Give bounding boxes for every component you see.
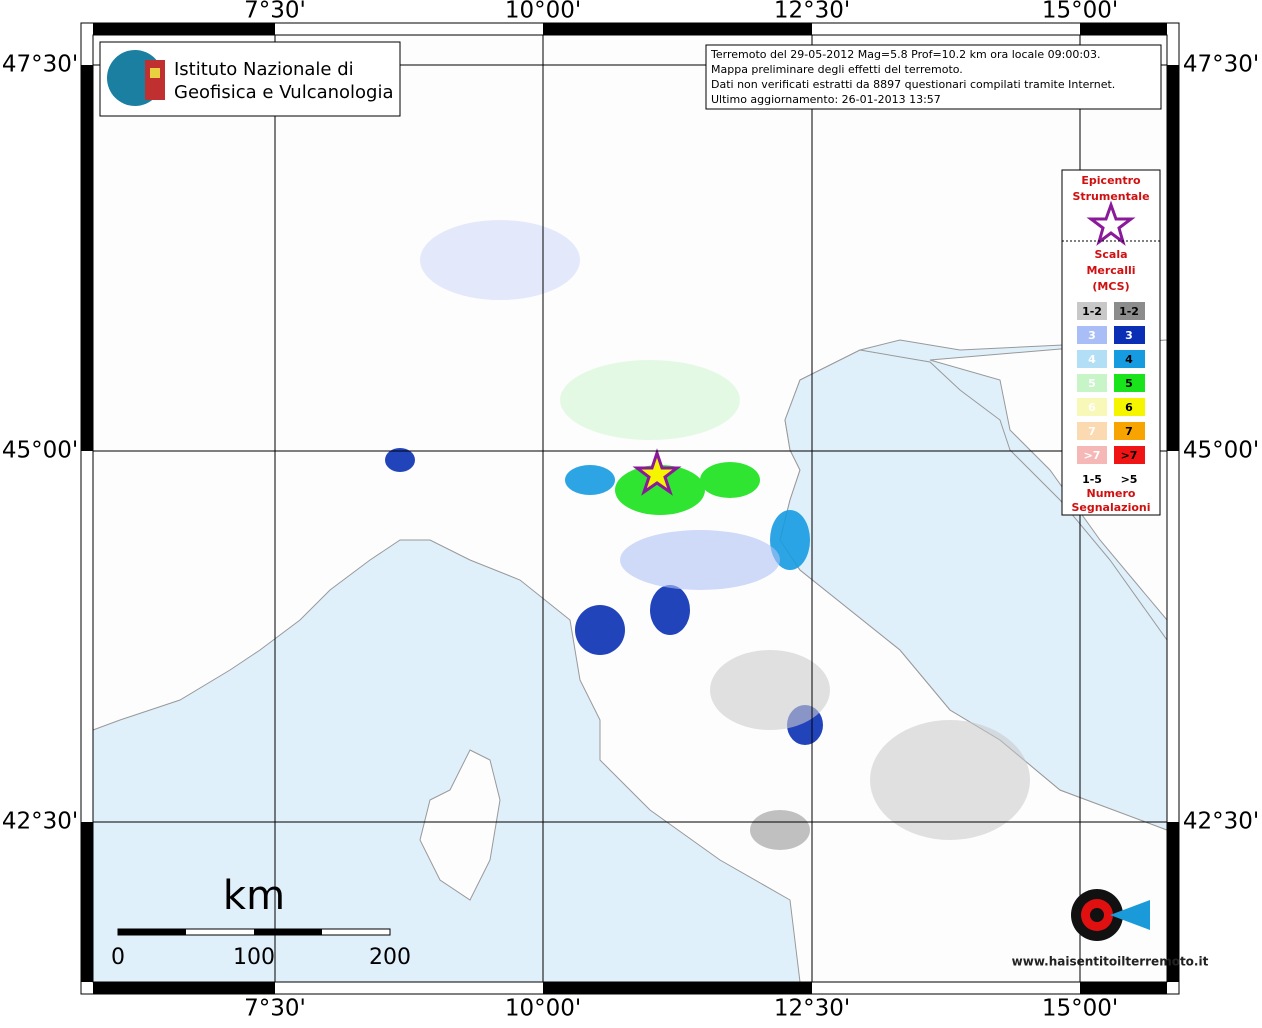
legend-label: 6 — [1088, 401, 1096, 414]
legend-swatch — [1114, 302, 1145, 320]
legend-swatch — [1114, 398, 1145, 416]
legend-swatch — [1114, 326, 1145, 344]
legend-title: Scala — [1094, 248, 1127, 261]
legend-swatch — [1114, 350, 1145, 368]
legend-swatch — [1114, 446, 1145, 464]
legend-swatch — [1077, 422, 1107, 440]
legend-label: 4 — [1125, 353, 1133, 366]
legend-swatch — [1077, 326, 1107, 344]
legend-label: >7 — [1084, 449, 1101, 462]
lon-label: 7°30' — [244, 996, 306, 1022]
legend-swatch — [1077, 374, 1107, 392]
frame — [80, 22, 1180, 995]
lat-label: 45°00' — [2, 438, 78, 464]
legend-label: 3 — [1125, 329, 1133, 342]
lat-label: 45°00' — [1183, 438, 1259, 464]
info-line: Terremoto del 29-05-2012 Mag=5.8 Prof=10… — [710, 48, 1101, 61]
lat-label: 42°30' — [1183, 809, 1259, 835]
logo-text: Geofisica e Vulcanologia — [174, 82, 394, 103]
info-line: Mappa preliminare degli effetti del terr… — [711, 63, 963, 76]
legend-label: 1-2 — [1082, 305, 1102, 318]
legend-label: 5 — [1088, 377, 1096, 390]
epicenter-star — [632, 448, 682, 496]
legend-label: 6 — [1125, 401, 1133, 414]
lat-label: 42°30' — [2, 809, 78, 835]
lon-label: 10°00' — [505, 996, 581, 1022]
legend-label: 3 — [1088, 329, 1096, 342]
logo-text: Istituto Nazionale di — [174, 59, 354, 80]
lon-label: 12°30' — [774, 0, 850, 24]
watermark-text: www.haisentitoilterremoto.it — [1012, 955, 1209, 969]
scale-bar: km 0 100 200 — [111, 873, 411, 970]
legend-title: Epicentro — [1081, 174, 1141, 187]
scale-label: 200 — [369, 945, 411, 970]
legend-label: 7 — [1125, 425, 1133, 438]
watermark: www.haisentitoilterremoto.it — [1012, 889, 1209, 969]
scale-unit: km — [223, 873, 285, 919]
lat-label: 47°30' — [2, 52, 78, 78]
legend-swatch — [1077, 446, 1107, 464]
lat-label: 47°30' — [1183, 52, 1259, 78]
lon-label: 15°00' — [1042, 0, 1118, 24]
legend-swatch — [1114, 374, 1145, 392]
scale-label: 0 — [111, 945, 125, 970]
legend-swatch — [1077, 302, 1107, 320]
legend-label: 7 — [1088, 425, 1096, 438]
legend-label: 1-2 — [1119, 305, 1139, 318]
legend-title: Segnalazioni — [1071, 501, 1150, 514]
legend-label: 5 — [1125, 377, 1133, 390]
info-box: Terremoto del 29-05-2012 Mag=5.8 Prof=10… — [705, 44, 1162, 110]
legend-swatch — [1114, 422, 1145, 440]
legend-title: Numero — [1087, 487, 1136, 500]
legend-title: Strumentale — [1072, 190, 1149, 203]
legend-count: 1-5 — [1082, 473, 1102, 486]
legend-label: >7 — [1121, 449, 1138, 462]
lon-label: 10°00' — [505, 0, 581, 24]
lon-label: 15°00' — [1042, 996, 1118, 1022]
scale-label: 100 — [233, 945, 275, 970]
legend-count: >5 — [1121, 473, 1138, 486]
intensity-patches — [385, 220, 1030, 850]
legend: Epicentro Strumentale Scala Mercalli (MC… — [1061, 169, 1161, 516]
logo: Istituto Nazionale di Geofisica e Vulcan… — [99, 41, 401, 117]
info-line: Ultimo aggiornamento: 26-01-2013 13:57 — [711, 93, 941, 106]
corsica — [419, 749, 501, 901]
lon-label: 12°30' — [774, 996, 850, 1022]
legend-swatch — [1077, 398, 1107, 416]
legend-title: Mercalli — [1086, 264, 1135, 277]
legend-swatch — [1077, 350, 1107, 368]
info-line: Dati non verificati estratti da 8897 que… — [711, 78, 1115, 91]
lon-label: 7°30' — [244, 0, 306, 24]
legend-title: (MCS) — [1092, 280, 1129, 293]
legend-label: 4 — [1088, 353, 1096, 366]
